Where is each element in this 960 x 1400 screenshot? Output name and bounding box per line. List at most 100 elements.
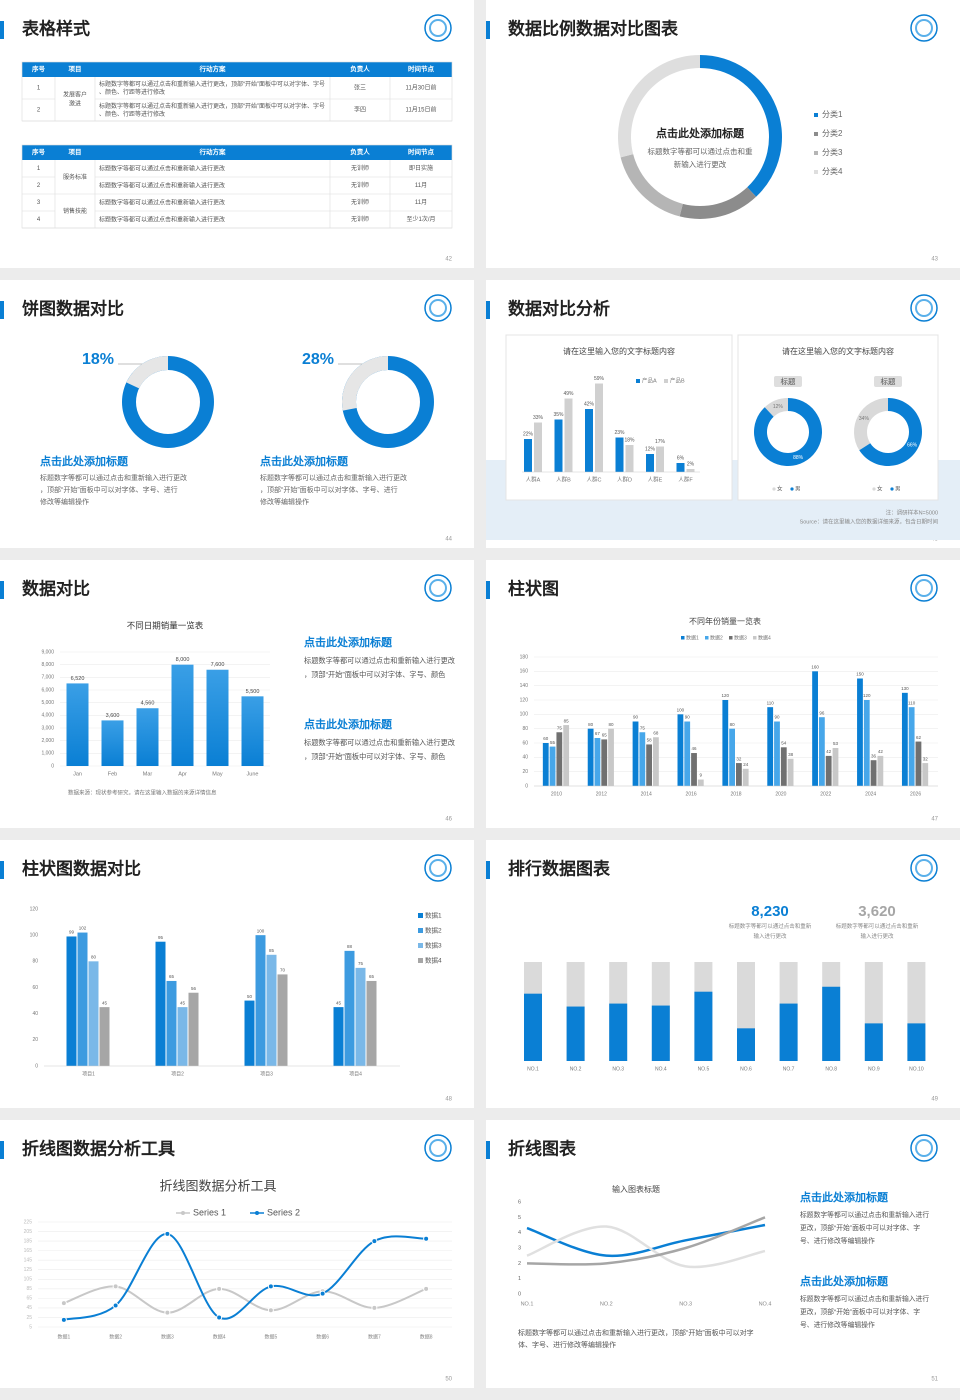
bar [601,739,608,786]
bar [136,708,159,766]
page-number: 46 [445,817,452,823]
text-line: 标题数字等都可以通过点击和重新 [729,922,812,930]
text-line: 标题数字等都可以通过点击和重新输入进行更改 [260,473,407,482]
slide: 排行数据图表 49 8,230 标题数字等都可以通过点击和重新输入进行更改 3,620 标… [486,840,960,1108]
table-cell: 标题数字等都可以通过点击和重新输入进行更改 [99,164,225,172]
text-line: ，顶部“开始”面板中可以对字体、字号、颜色 [304,670,445,679]
table-border [21,144,453,229]
value-label: 100 [257,928,265,933]
value-label: 102 [79,926,87,931]
center-title: 点击此处添加标题 [656,126,745,140]
legend-label: 数据4 [758,634,771,641]
x-tick-label: NO.3 [612,1066,624,1072]
y-tick-label: 8,000 [41,662,54,668]
table-cell: 4 [37,217,41,223]
text-line: 输入进行更改 [860,932,894,940]
line-marker [319,1290,326,1297]
bar [587,728,594,786]
bar [344,950,355,1066]
slide: 数据对比分析45请在这里输入您的文字标题内容产品A产品B22%33%人群A35%… [486,280,960,548]
bar [908,707,915,786]
x-tick-label: 项目3 [260,1071,273,1077]
legend-swatch [418,913,423,918]
y-tick-label: 4 [518,1230,521,1236]
bar [922,763,929,786]
slide: 柱状图数据对比 48 0 20 40 60 80 100 120 项目1 99 102 80 45 项目2 9… [0,840,474,1108]
legend-label: 数据1 [425,911,442,920]
stat-text: 标题数字等都可以通过点击和重新输入进行更改 [729,922,812,940]
text-line: 、颜色、行距等进行修改 [99,88,165,96]
x-tick-label: 数据7 [368,1333,381,1340]
bar [832,748,839,786]
x-tick-label: 项目4 [349,1071,362,1077]
x-tick-label: 数据8 [420,1333,433,1340]
line-marker [371,1304,378,1311]
value-label: 65 [169,974,175,979]
legend-label: 产品B [670,376,685,384]
value-label: 100 [677,708,685,713]
table-header-cell: 序号 [31,147,46,156]
chart-source: 数据来源：现状参考研究，请在这里输入数据的来源详情信息 [68,788,217,796]
value-label: 18% [82,351,114,368]
value-label: 45 [336,1000,342,1005]
text-line: 标题数字等都可以通过点击和重新输入进行更改，顶部“开始”面板中可以对字体、字号 [99,80,325,88]
bar [556,732,563,786]
page-number: 42 [445,257,452,263]
chart-title: 不同年份销量一览表 [689,616,761,626]
legend-label: 女 [777,484,783,492]
text-line: 标题数字等都可以通过点击和重新输入进行更改 [99,215,225,223]
line-series [63,1285,427,1314]
legend-label: 数据2 [710,634,723,641]
value-label: 85 [564,718,570,723]
line-marker [423,1235,430,1242]
x-tick-label: 2020 [775,791,786,797]
y-tick-label: 160 [520,669,529,675]
x-tick-label: 数据2 [109,1333,122,1340]
y-tick-label: 205 [24,1229,33,1235]
legend-label: 男 [795,485,801,492]
bar [155,941,166,1066]
title-marker [486,301,490,319]
bar [812,671,818,786]
y-tick-label: 45 [26,1305,32,1311]
bar [767,707,774,786]
legend-swatch [814,113,818,117]
value-label: 6% [677,455,685,461]
legend-label: 分类2 [822,128,843,138]
note: Source：请在这里输入您的数据详细来源，包含日期时间 [800,517,938,525]
slide: 数据对比 46 不同日期销量一览表 0 1,000 2,000 3,000 4,000 5,00… [0,560,474,828]
logo [910,294,938,322]
bar [277,974,288,1066]
value-label: 59% [594,376,605,382]
y-tick-label: 4,000 [41,713,54,719]
bar [915,741,922,786]
value-label: 8,000 [176,657,190,663]
bar [177,1007,188,1066]
slide-title: 饼图数据对比 [22,298,124,318]
table-cell: 张三 [354,84,366,92]
text-line: 标题数字等都可以通过点击和重 [648,146,753,156]
legend-label: 男 [895,485,901,492]
text-line: ，顶部“开始”面板中可以对字体、字号、颜色 [304,752,445,761]
blurb-text: 标题数字等都可以通过点击和重新输入进行更改 ，顶部“开始”面板中可以对字体、字号、… [304,738,455,761]
x-tick-label: 数据4 [213,1333,226,1340]
bar [901,692,908,786]
donut-segment [679,187,757,219]
footer-text: 标题数字等都可以通过点击和重新输入进行更改，顶部“开始”面板中可以对字体、字号、… [518,1328,754,1349]
legend-label: 分类4 [822,166,843,176]
title-marker [486,861,490,879]
item-title: 点击此处添加标题 [40,454,129,468]
text-line: 标题数字等都可以通过点击和重新输入进行更改 [304,656,455,665]
y-tick-label: 5 [29,1324,32,1330]
x-tick-label: NO.7 [783,1066,795,1072]
x-tick-label: NO.1 [521,1301,534,1307]
legend-label: 产品A [642,376,657,384]
donut-segment [854,398,888,451]
table-header-cell: 时间节点 [408,147,435,156]
value-label: 62 [916,735,922,740]
bar [66,936,77,1066]
line-series [526,1225,766,1269]
value-label: 68 [653,730,659,735]
